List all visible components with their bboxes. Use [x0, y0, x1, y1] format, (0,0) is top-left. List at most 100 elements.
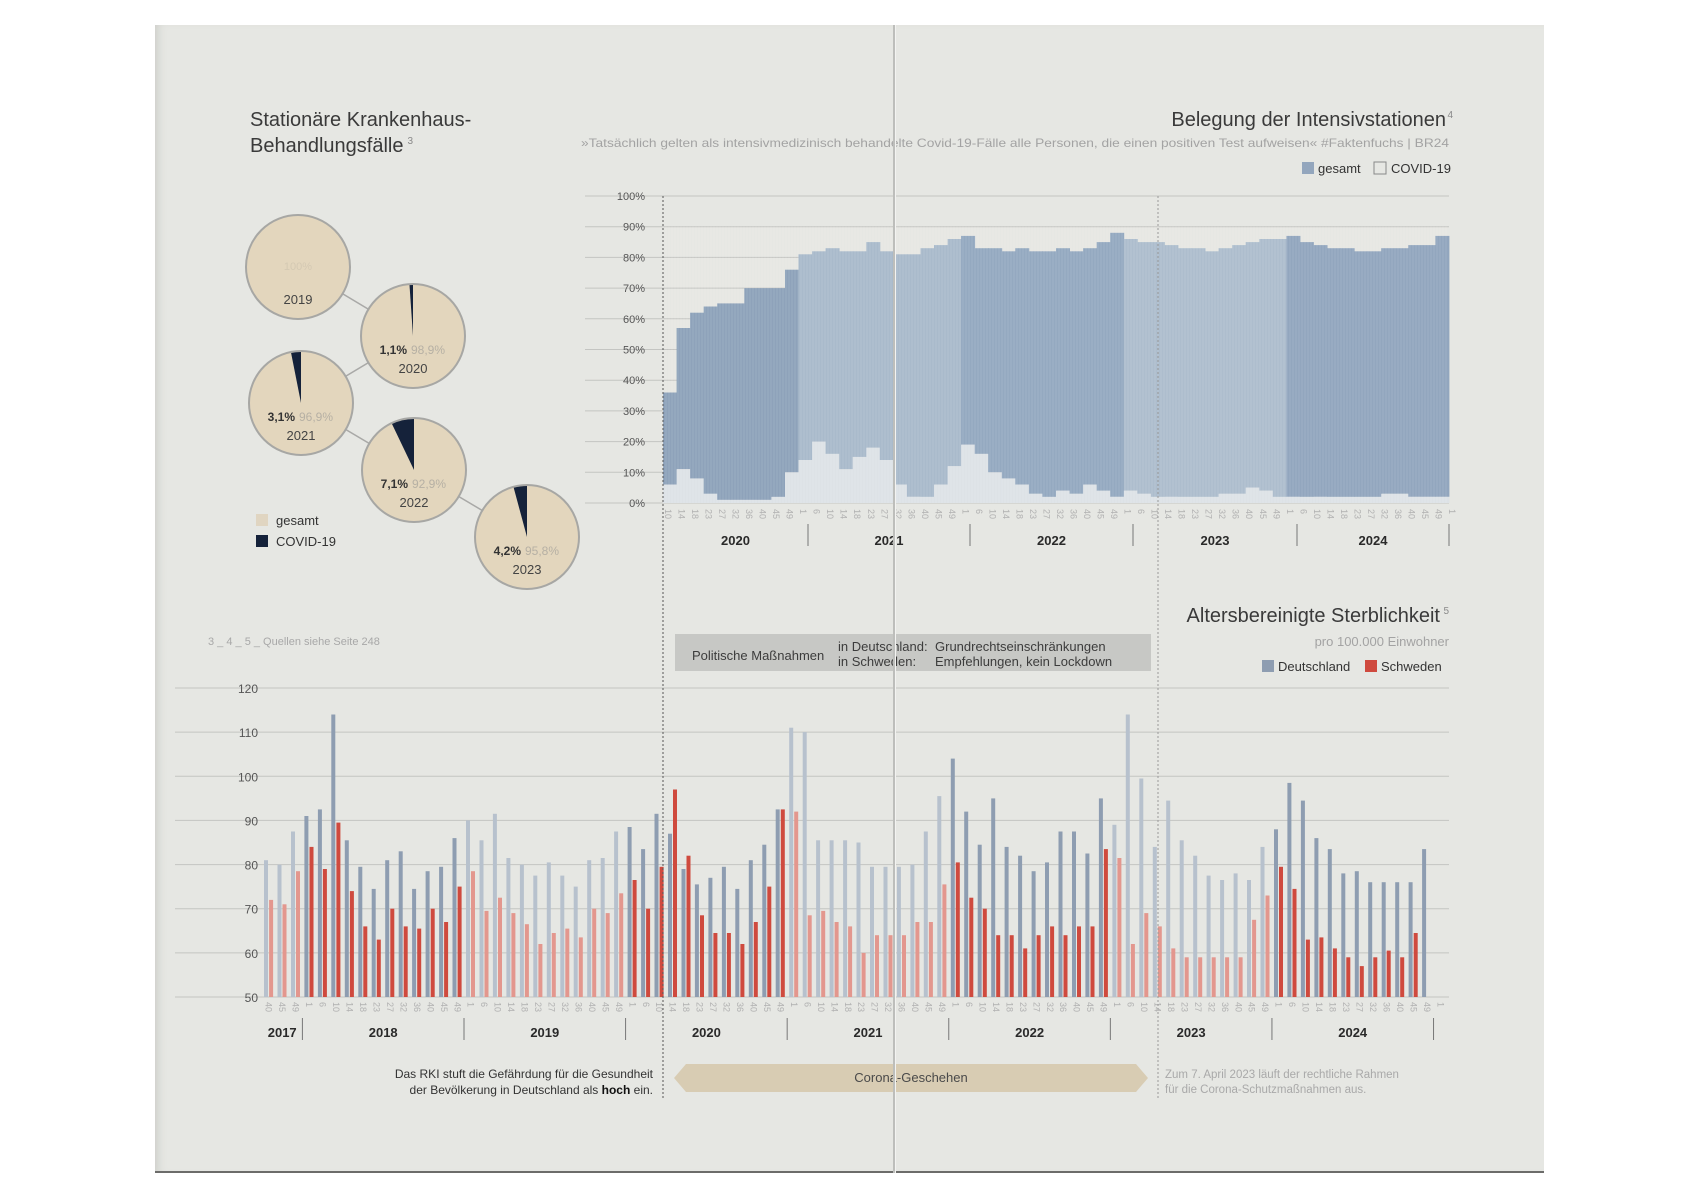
bar-deutschland — [829, 840, 834, 997]
icu-bar-covid — [1191, 496, 1206, 503]
icu-bar-covid — [839, 469, 854, 503]
legend-swatch-icu-gesamt — [1302, 162, 1314, 174]
icu-week-tick: 27 — [1042, 509, 1052, 519]
pie-total-label: 96,9% — [299, 410, 333, 424]
bar-deutschland — [883, 866, 888, 997]
bar-deutschland — [560, 875, 565, 997]
bar-schweden — [1036, 935, 1041, 997]
bar-schweden — [915, 922, 920, 997]
bar-deutschland — [1300, 800, 1305, 997]
mortality-week-tick: 27 — [1193, 1002, 1203, 1012]
icu-bar-gesamt — [1408, 245, 1423, 497]
bar-schweden — [1184, 957, 1189, 997]
policy-de-value: Grundrechtseinschränkungen — [935, 639, 1106, 654]
icu-bar-gesamt — [1327, 248, 1341, 497]
mortality-ytick-label: 100 — [238, 770, 258, 784]
mortality-week-tick: 36 — [1220, 1002, 1230, 1012]
mortality-week-tick: 1 — [1274, 1002, 1284, 1007]
icu-week-tick: 23 — [866, 509, 876, 519]
mortality-week-tick: 1 — [627, 1002, 637, 1007]
icu-week-tick: 18 — [1014, 509, 1024, 519]
bar-deutschland — [1220, 880, 1225, 997]
icu-bar-covid — [676, 469, 691, 503]
mortality-week-tick: 27 — [547, 1002, 557, 1012]
bar-schweden — [619, 893, 624, 997]
mortality-week-tick: 23 — [1018, 1002, 1028, 1012]
bar-schweden — [498, 897, 502, 997]
bar-schweden — [794, 811, 799, 997]
bar-deutschland — [1354, 871, 1359, 997]
bar-schweden — [1238, 957, 1243, 997]
bar-deutschland — [977, 844, 982, 997]
bar-schweden — [592, 908, 597, 997]
icu-bar-covid — [690, 478, 705, 503]
icu-week-tick: 36 — [1393, 509, 1403, 519]
mortality-ytick-label: 50 — [245, 991, 259, 1005]
mortality-week-tick: 40 — [264, 1002, 274, 1012]
rki-note-bold: hoch — [602, 1083, 631, 1097]
hospital-title-line1: Stationäre Krankenhaus- — [250, 109, 471, 131]
hospital-section: Stationäre Krankenhaus- Behandlungsfälle… — [245, 109, 580, 590]
icu-bar-gesamt — [1015, 248, 1030, 485]
icu-week-tick: 1 — [960, 509, 970, 514]
legend-swatch-icu-covid — [1373, 161, 1387, 175]
icu-week-tick: 36 — [906, 509, 916, 519]
bar-deutschland — [748, 860, 753, 997]
icu-ytick-label: 90% — [623, 222, 645, 234]
bar-deutschland — [950, 758, 955, 997]
mortality-week-tick: 18 — [1004, 1002, 1014, 1012]
mortality-week-tick: 1 — [1435, 1002, 1445, 1007]
icu-bar-covid — [798, 460, 813, 503]
bar-schweden — [1319, 937, 1324, 997]
icu-bar-gesamt — [934, 245, 948, 485]
bar-deutschland — [466, 820, 470, 997]
bar-schweden — [1050, 926, 1055, 997]
mortality-week-tick: 27 — [870, 1002, 880, 1012]
mortality-year-label: 2018 — [369, 1025, 398, 1040]
icu-bar-gesamt — [812, 251, 827, 442]
mortality-week-tick: 32 — [1368, 1002, 1378, 1012]
mortality-week-tick: 10 — [977, 1002, 987, 1012]
icu-week-tick: 6 — [1136, 509, 1146, 514]
bar-deutschland — [1395, 882, 1400, 997]
bar-deutschland — [896, 866, 901, 997]
pie-covid-label: 7,1% — [381, 477, 409, 491]
icu-bar-covid — [1421, 496, 1436, 503]
bar-schweden — [336, 822, 341, 997]
mortality-week-tick: 10 — [493, 1002, 503, 1012]
policy-se-value: Empfehlungen, kein Lockdown — [935, 654, 1112, 669]
bar-deutschland — [1368, 882, 1373, 997]
icu-bar-gesamt — [1191, 248, 1206, 497]
icu-bar-covid — [866, 447, 881, 503]
mortality-ytick-label: 120 — [238, 682, 258, 696]
icu-week-tick: 45 — [1258, 509, 1268, 519]
icu-bar-covid — [1340, 496, 1355, 503]
icu-bar-covid — [1164, 496, 1179, 503]
mortality-year-label: 2020 — [692, 1025, 721, 1040]
bar-schweden — [363, 926, 368, 997]
rki-note-line2: der Bevölkerung in Deutschland als hoch … — [410, 1083, 653, 1097]
icu-bar-covid — [879, 460, 894, 503]
icu-bar-gesamt — [974, 248, 989, 454]
icu-bar-gesamt — [947, 239, 962, 467]
mortality-week-tick: 1 — [466, 1002, 476, 1007]
bar-deutschland — [991, 798, 996, 997]
icu-bar-gesamt — [1096, 242, 1111, 491]
bar-deutschland — [856, 842, 861, 997]
icu-bar-gesamt — [1205, 251, 1220, 497]
mortality-week-tick: 32 — [398, 1002, 408, 1012]
sources-note: 3 _ 4 _ 5 _ Quellen siehe Seite 248 — [208, 636, 380, 648]
icu-bar-gesamt — [676, 328, 691, 470]
bar-deutschland — [1327, 849, 1332, 997]
legend-label-icu-gesamt: gesamt — [1318, 161, 1361, 176]
icu-bar-gesamt — [730, 303, 745, 500]
mortality-week-tick: 32 — [1045, 1002, 1055, 1012]
icu-bar-covid — [1259, 490, 1274, 503]
icu-bar-covid — [1354, 496, 1369, 503]
mortality-week-tick: 14 — [991, 1002, 1001, 1012]
bar-deutschland — [1085, 853, 1090, 997]
mortality-week-tick: 1 — [951, 1002, 961, 1007]
bar-schweden — [955, 862, 960, 997]
mortality-week-tick: 49 — [614, 1002, 624, 1012]
bar-deutschland — [1125, 714, 1130, 997]
